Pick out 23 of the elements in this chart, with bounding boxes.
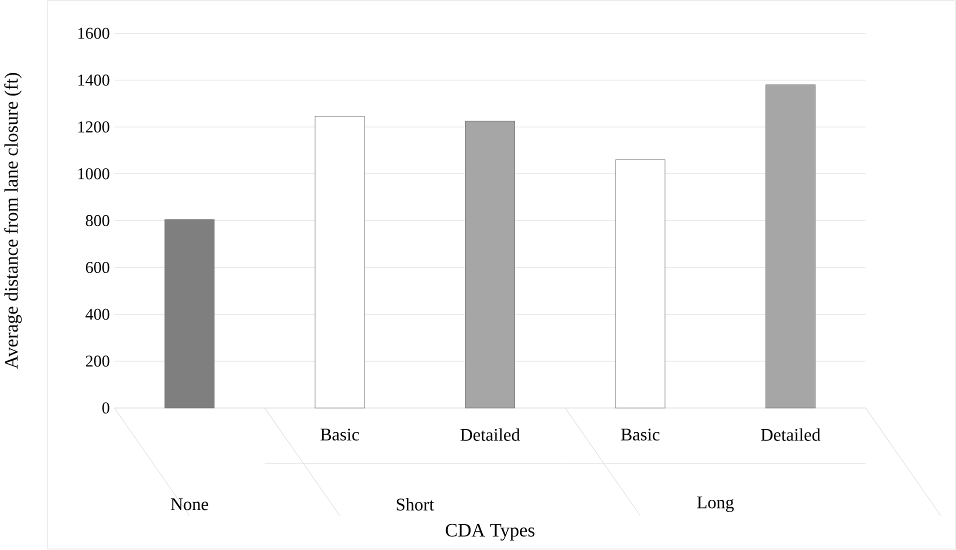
y-axis-title: Average distance from lane closure (ft) — [4, 73, 22, 370]
x-tick-label: Detailed — [760, 428, 820, 441]
y-tick-label: 1000 — [78, 168, 110, 180]
bar — [164, 219, 215, 408]
y-tick-label: 1200 — [78, 122, 110, 133]
text: Long — [697, 496, 734, 512]
y-tick-label: 1600 — [78, 28, 110, 40]
bar — [314, 116, 365, 408]
bar — [465, 121, 516, 408]
y-tick-label: 600 — [86, 262, 110, 274]
bar — [615, 160, 666, 408]
y-tick-label: 400 — [86, 308, 110, 320]
text: None — [170, 498, 208, 510]
y-tick-label: 1400 — [78, 74, 110, 86]
x-axis-title: CDA Types — [446, 524, 534, 541]
y-tick-label: 800 — [86, 215, 110, 226]
y-tick-label: 200 — [86, 356, 110, 367]
x-tick-label: Basic — [320, 428, 359, 441]
y-tick-label: 0 — [102, 402, 110, 414]
text: Short — [396, 498, 434, 511]
x-tick-label: Detailed — [460, 428, 520, 441]
x-tick-label: Basic — [621, 428, 660, 441]
bar — [766, 84, 816, 408]
